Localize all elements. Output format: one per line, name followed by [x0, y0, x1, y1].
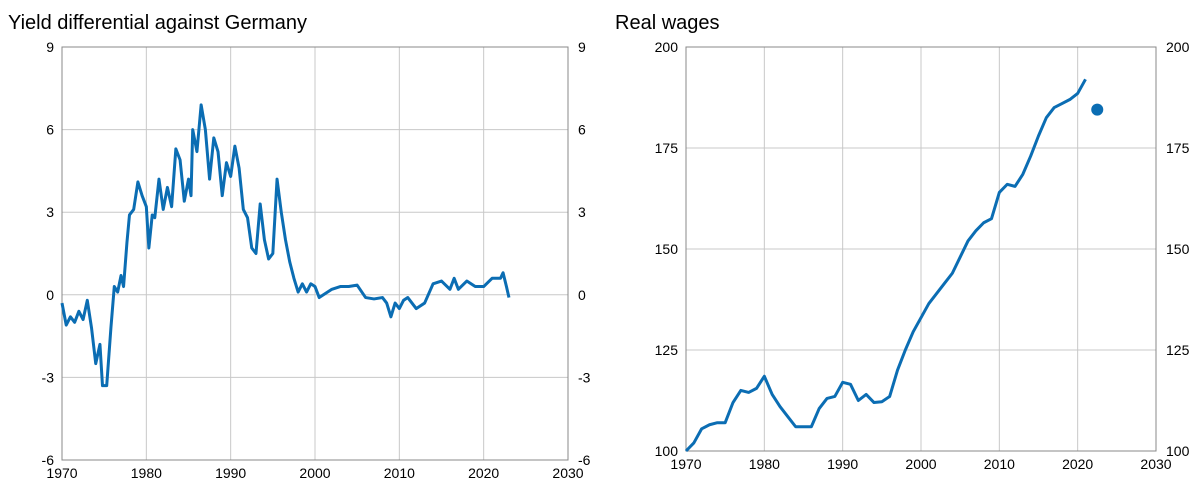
x-tick-label: 2030: [1140, 456, 1171, 472]
y2-tick-label: 6: [578, 122, 586, 138]
y2-tick-label: 175: [1166, 140, 1190, 156]
x-tick-label: 1990: [215, 465, 246, 481]
y2-tick-label: -6: [578, 452, 591, 468]
y-tick-label: 0: [46, 287, 54, 303]
y2-tick-label: 200: [1166, 39, 1190, 55]
x-tick-label: 1980: [749, 456, 780, 472]
line: [60, 103, 511, 388]
x-tick-label: 2010: [984, 456, 1015, 472]
x-tick-label: 1980: [131, 465, 162, 481]
chart-title: Real wages: [615, 12, 720, 34]
x-tick-label: 2020: [468, 465, 499, 481]
y2-tick-label: 125: [1166, 342, 1190, 358]
plot-frame: [685, 46, 1157, 452]
line: [684, 78, 1087, 453]
x-tick-label: 2010: [384, 465, 415, 481]
y-tick-label: -3: [42, 369, 55, 385]
point: [1091, 103, 1104, 116]
x-tick-label: 2030: [552, 465, 583, 481]
y-tick-label: 150: [655, 241, 679, 257]
x-tick-label: 2000: [299, 465, 330, 481]
y2-tick-label: 3: [578, 204, 586, 220]
y-tick-label: 6: [46, 122, 54, 138]
y-tick-label: 9: [46, 39, 54, 55]
y2-tick-label: 9: [578, 39, 586, 55]
y-tick-label: 125: [655, 342, 679, 358]
y2-tick-label: 150: [1166, 241, 1190, 257]
x-tick-label: 1970: [670, 456, 701, 472]
y-tick-label: 200: [655, 39, 679, 55]
y-tick-label: 100: [655, 443, 679, 459]
x-tick-label: 2020: [1062, 456, 1093, 472]
y-tick-label: 175: [655, 140, 679, 156]
y2-tick-label: -3: [578, 369, 591, 385]
y-tick-label: 3: [46, 204, 54, 220]
y2-tick-label: 0: [578, 287, 586, 303]
x-tick-label: 2000: [905, 456, 936, 472]
x-tick-label: 1970: [46, 465, 77, 481]
x-tick-label: 1990: [827, 456, 858, 472]
y2-tick-label: 100: [1166, 443, 1190, 459]
chart-title: Yield differential against Germany: [8, 12, 307, 34]
y-tick-label: -6: [42, 452, 55, 468]
plot-frame: [61, 46, 569, 461]
